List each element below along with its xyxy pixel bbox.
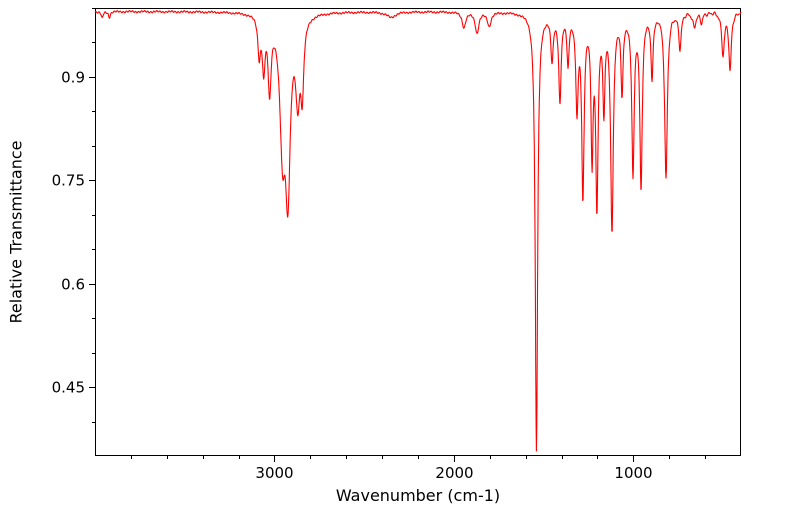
y-tick-label: 0.6 (61, 276, 85, 294)
y-tick-label: 0.75 (52, 172, 85, 190)
x-tick-label: 3000 (255, 464, 293, 482)
y-axis-title: Relative Transmittance (6, 140, 26, 324)
y-tick-label: 0.45 (52, 379, 85, 397)
x-tick-label: 1000 (614, 464, 652, 482)
x-tick-label: 2000 (435, 464, 473, 482)
plot-frame (95, 8, 741, 456)
y-tick-label: 0.9 (61, 69, 85, 87)
x-axis-title: Wavenumber (cm-1) (335, 486, 501, 505)
spectrum-line (94, 9, 742, 452)
